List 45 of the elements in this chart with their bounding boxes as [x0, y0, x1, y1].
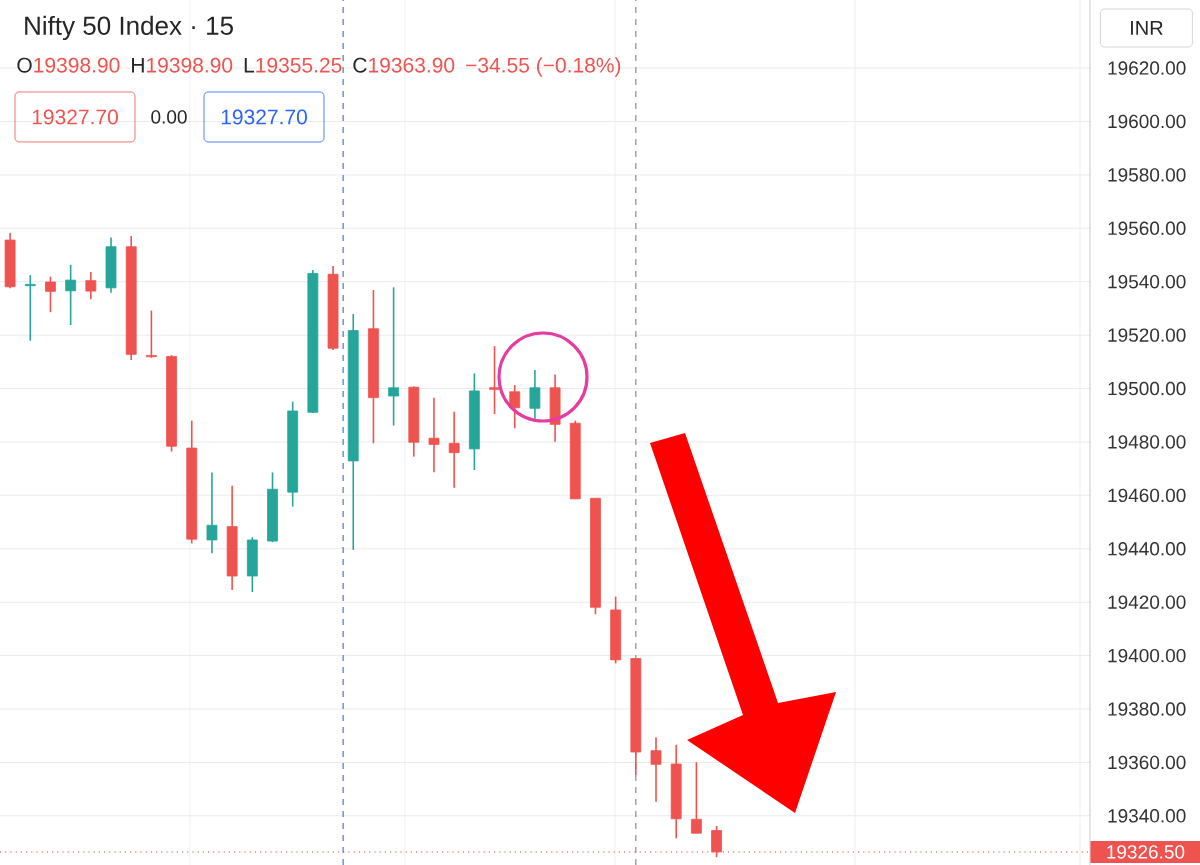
y-tick-label: 19460.00 — [1108, 488, 1186, 503]
annotation: 19363.90 — [369, 57, 455, 73]
y-tick-label: 19600.00 — [1108, 114, 1186, 129]
y-tick-label: 19580.00 — [1108, 168, 1186, 182]
candlestick — [24, 274, 36, 342]
annotation: 19327.70 — [32, 109, 118, 125]
y-tick-label: 19500.00 — [1108, 381, 1186, 396]
candlestick — [85, 271, 97, 301]
annotation: 19398.90 — [34, 57, 120, 73]
ref-line-label: 19326.50 — [1107, 845, 1185, 859]
candlestick — [388, 286, 400, 427]
candlestick — [711, 825, 722, 859]
y-tick-label: 19420.00 — [1108, 595, 1186, 609]
annotation: 0.00 — [151, 110, 187, 124]
y-tick-label: 19540.00 — [1108, 274, 1186, 289]
candlestick — [650, 736, 662, 803]
y-tick-label: 19400.00 — [1108, 648, 1186, 663]
y-tick-label: 19440.00 — [1108, 542, 1186, 556]
candlestick — [448, 410, 460, 489]
candlestick — [509, 384, 521, 430]
annotation: L — [244, 57, 255, 73]
candlestick — [489, 345, 500, 415]
y-tick-label: 19480.00 — [1108, 435, 1186, 449]
y-tick-label: 19360.00 — [1108, 755, 1186, 770]
y-tick-label: 19520.00 — [1108, 328, 1186, 342]
y-tick-label: 19380.00 — [1108, 702, 1186, 716]
annotation: 19327.70 — [221, 109, 307, 125]
candlestick — [65, 264, 77, 326]
text: Nifty 50 Index · 15 — [25, 15, 233, 41]
text: INR — [1131, 21, 1163, 35]
candlestick — [45, 275, 56, 313]
annotation: O — [17, 57, 32, 73]
y-tick-label: 19620.00 — [1108, 61, 1186, 75]
annotation: 19355.25 — [256, 57, 342, 73]
y-tick-label: 19340.00 — [1108, 809, 1186, 823]
annotation: H — [132, 57, 144, 73]
annotation: −34.55 (−0.18%) — [466, 57, 621, 77]
candlestick — [206, 471, 218, 555]
y-tick-label: 19560.00 — [1108, 221, 1186, 236]
annotation: 19398.90 — [147, 57, 233, 73]
annotation: C — [353, 57, 367, 73]
candlestick — [428, 396, 440, 473]
candlestick — [529, 369, 541, 421]
candlestick — [145, 309, 157, 359]
candlestick — [690, 761, 702, 835]
